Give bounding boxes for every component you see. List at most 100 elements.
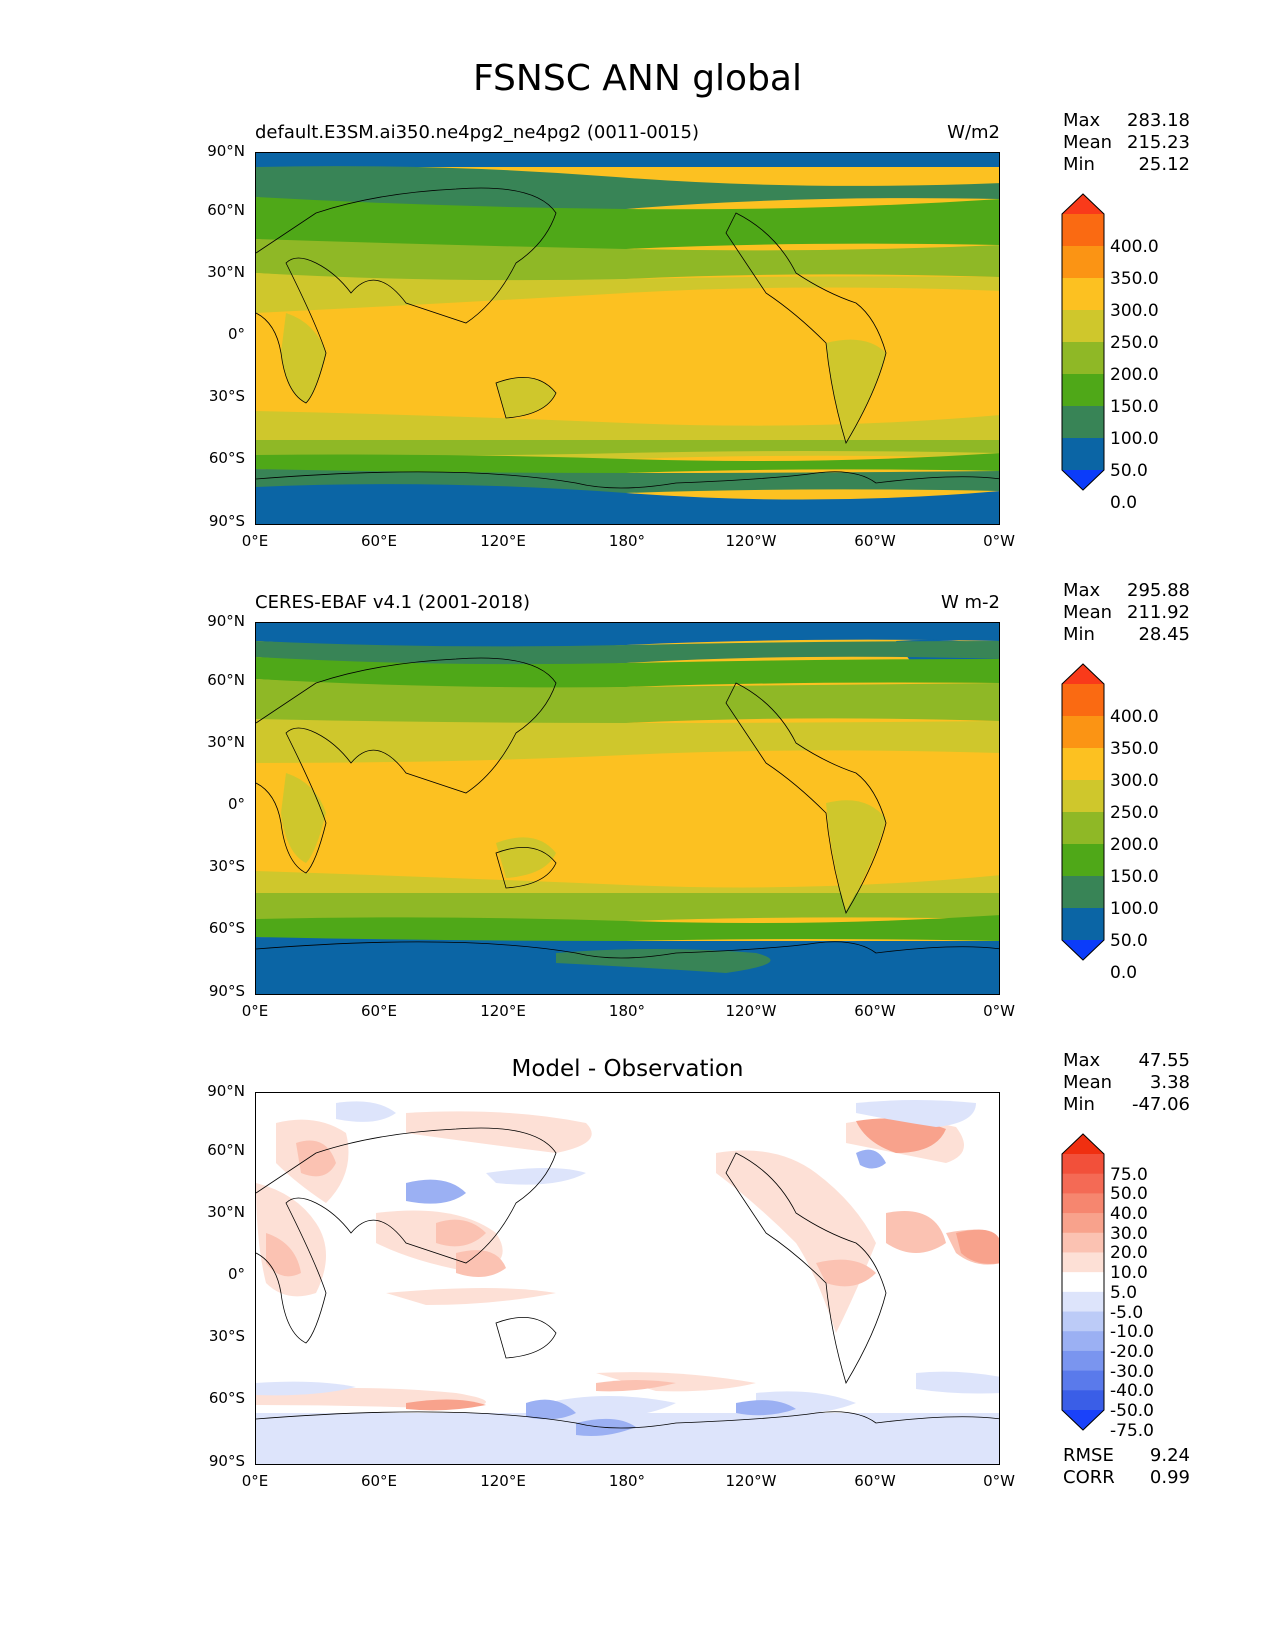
colorbar-tick-label: -75.0	[1110, 1420, 1154, 1441]
colorbar-segment	[1062, 1193, 1104, 1214]
colorbar-tick-label: 300.0	[1110, 301, 1159, 321]
y-tick-label: 90°S	[208, 512, 245, 530]
y-tick-label: 60°S	[208, 1389, 245, 1407]
colorbar	[1061, 1133, 1105, 1431]
colorbar-segment	[1062, 214, 1104, 247]
stat-value: 25.12	[1138, 154, 1190, 175]
panel-observation: CERES-EBAF v4.1 (2001-2018) W m-2	[0, 580, 1275, 1062]
colorbar-tick-label: -50.0	[1110, 1401, 1154, 1421]
x-tick-label: 60°E	[360, 1002, 398, 1020]
colorbar-tick-label: 20.0	[1110, 1243, 1148, 1264]
colorbar-extend-min	[1062, 470, 1104, 490]
stat-value: 9.24	[1149, 1445, 1190, 1466]
colorbar-outline	[1061, 1133, 1105, 1431]
y-tick-label: 60°S	[208, 919, 245, 937]
colorbar-tick-label: 40.0	[1110, 1204, 1148, 1225]
colorbar-tick-label: 100.0	[1110, 899, 1159, 919]
x-tick-label: 120°W	[725, 532, 777, 550]
y-tick-label: 90°N	[207, 142, 245, 160]
colorbar-segment	[1062, 1291, 1104, 1313]
x-tick-label: 60°E	[360, 532, 398, 550]
y-tick-label: 90°S	[208, 982, 245, 1000]
panel-units: W m-2	[940, 592, 1000, 613]
colorbar-segment	[1062, 1331, 1104, 1352]
colorbar-tick-label: 350.0	[1110, 739, 1159, 759]
x-tick-label: 60°W	[854, 532, 896, 550]
x-tick-label: 180°	[608, 1002, 646, 1020]
colorbar-segment	[1062, 1370, 1104, 1391]
colorbar-extend-max	[1062, 664, 1104, 684]
stat-value: 47.55	[1138, 1050, 1190, 1071]
stat-label: Max	[1063, 110, 1101, 131]
map-observation	[255, 622, 1000, 995]
x-tick-label: 120°W	[725, 1002, 777, 1020]
colorbar-segment	[1062, 1154, 1104, 1175]
colorbar-tick-label: 75.0	[1110, 1164, 1148, 1185]
colorbar-tick-label: 50.0	[1110, 461, 1148, 481]
colorbar-segment	[1062, 684, 1104, 717]
colorbar-tick-label: 200.0	[1110, 835, 1159, 855]
colorbar-segment	[1062, 342, 1104, 375]
x-tick-label: 180°	[608, 1472, 646, 1490]
panel-title: Model - Observation	[511, 1056, 744, 1082]
stat-label: Mean	[1063, 602, 1113, 623]
colorbar-segment	[1062, 1311, 1104, 1332]
stat-label: Max	[1063, 1050, 1101, 1071]
colorbar	[1061, 663, 1105, 961]
y-tick-label: 30°S	[208, 857, 245, 875]
y-tick-label: 90°N	[207, 1082, 245, 1100]
colorbar-tick-label: -5.0	[1110, 1302, 1144, 1323]
colorbar-tick-label: 300.0	[1110, 771, 1159, 791]
stat-value: 211.92	[1127, 602, 1190, 623]
stat-label: Mean	[1063, 132, 1113, 153]
colorbar-segment	[1062, 278, 1104, 311]
y-tick-label: 0°	[227, 325, 245, 343]
panel-difference: Model - Observation	[0, 1050, 1275, 1532]
colorbar-segment	[1062, 1173, 1104, 1194]
x-tick-label: 120°W	[725, 1472, 777, 1490]
map-model	[255, 152, 1000, 525]
colorbar-segment	[1062, 812, 1104, 845]
colorbar-segment	[1062, 876, 1104, 909]
figure-title: FSNSC ANN global	[472, 58, 802, 99]
colorbar	[1061, 193, 1105, 491]
colorbar-segment	[1062, 438, 1104, 471]
x-tick-label: 120°E	[480, 1002, 526, 1020]
colorbar-tick-label: 400.0	[1110, 237, 1159, 257]
colorbar-segment	[1062, 1232, 1104, 1253]
stat-value: 283.18	[1127, 110, 1190, 131]
stat-value: 28.45	[1138, 624, 1190, 645]
colorbar-tick-label: -30.0	[1110, 1361, 1154, 1382]
colorbar-segment	[1062, 1272, 1104, 1293]
colorbar-extend-min	[1062, 940, 1104, 960]
x-tick-label: 60°W	[854, 1002, 896, 1020]
colorbar-tick-label: 50.0	[1110, 1184, 1148, 1205]
panel-units: W/m2	[947, 122, 1000, 143]
colorbar-tick-label: -40.0	[1110, 1381, 1154, 1402]
colorbar-extend-min	[1062, 1410, 1104, 1430]
colorbar-tick-label: 0.0	[1110, 493, 1138, 513]
stat-value: 295.88	[1127, 580, 1190, 601]
colorbar-segment	[1062, 748, 1104, 781]
panel-model: default.E3SM.ai350.ne4pg2_ne4pg2 (0011-0…	[0, 110, 1275, 592]
colorbar-extend-max	[1062, 1134, 1104, 1154]
y-tick-label: 90°S	[208, 1452, 245, 1470]
x-tick-label: 0°W	[983, 1472, 1015, 1490]
colorbar-segment	[1062, 406, 1104, 439]
colorbar-segment	[1062, 780, 1104, 813]
colorbar-tick-label: 200.0	[1110, 365, 1159, 385]
stat-value: -47.06	[1131, 1094, 1190, 1115]
stat-label: Max	[1063, 580, 1101, 601]
y-tick-label: 0°	[227, 795, 245, 813]
y-tick-label: 30°N	[207, 1203, 245, 1221]
stat-label: Min	[1063, 624, 1095, 645]
map-difference	[255, 1092, 1000, 1465]
colorbar-tick-label: 10.0	[1110, 1263, 1148, 1284]
colorbar-tick-label: 400.0	[1110, 707, 1159, 727]
colorbar-tick-label: -20.0	[1110, 1341, 1154, 1362]
colorbar-segment	[1062, 310, 1104, 343]
x-tick-label: 0°W	[983, 532, 1015, 550]
stat-label: Min	[1063, 1094, 1095, 1115]
error-stats: RMSE 9.24 CORR 0.99	[1063, 1445, 1190, 1489]
x-tick-label: 0°W	[983, 1002, 1015, 1020]
